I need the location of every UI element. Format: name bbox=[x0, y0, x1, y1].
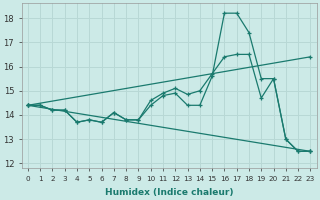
X-axis label: Humidex (Indice chaleur): Humidex (Indice chaleur) bbox=[105, 188, 233, 197]
